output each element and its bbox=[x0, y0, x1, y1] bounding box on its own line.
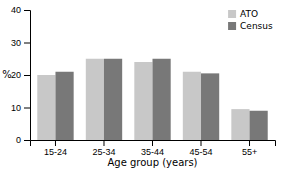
x-axis-line bbox=[31, 141, 276, 147]
bars bbox=[37, 59, 267, 140]
legend-item: Census bbox=[228, 21, 273, 31]
bar bbox=[86, 59, 104, 140]
x-tick-mark bbox=[55, 140, 56, 146]
y-tick: 10 bbox=[11, 103, 30, 113]
x-tick-mark bbox=[103, 140, 104, 146]
y-tick-label: 0 bbox=[16, 135, 21, 145]
bar bbox=[153, 59, 171, 140]
x-axis: 15-24 25-34 35-44 45-54 55+ bbox=[31, 140, 276, 157]
x-tick: 25-34 bbox=[92, 140, 115, 157]
x-tick-mark bbox=[152, 140, 153, 146]
bar bbox=[55, 72, 73, 140]
y-tick-mark bbox=[24, 75, 30, 76]
x-axis-title: Age group (years) bbox=[107, 157, 197, 168]
chart: 0 10 20 30 40 15-24 25-34 35-44 45-54 55+ ATO Censu… bbox=[0, 0, 283, 170]
legend-label: ATO bbox=[240, 9, 258, 19]
x-tick-label: 15-24 bbox=[44, 147, 67, 157]
legend-swatch bbox=[228, 10, 236, 18]
y-tick-mark bbox=[24, 43, 30, 44]
y-tick-label: 40 bbox=[11, 5, 21, 15]
y-tick: 40 bbox=[11, 5, 30, 15]
x-tick-label: 25-34 bbox=[92, 147, 115, 157]
y-tick-mark bbox=[24, 140, 30, 141]
bar bbox=[250, 111, 268, 140]
bar bbox=[201, 73, 219, 140]
x-tick: 55+ bbox=[242, 140, 257, 157]
bar-series bbox=[37, 59, 249, 140]
y-axis-title: % bbox=[2, 69, 12, 80]
bar bbox=[134, 62, 152, 140]
x-tick-label: 55+ bbox=[242, 147, 257, 157]
y-axis: 0 10 20 30 40 bbox=[11, 5, 31, 145]
x-tick: 15-24 bbox=[44, 140, 67, 157]
bar bbox=[231, 109, 249, 140]
legend: ATO Census bbox=[228, 9, 273, 31]
legend-swatch bbox=[228, 22, 236, 30]
y-tick: 0 bbox=[16, 135, 30, 145]
bar bbox=[183, 72, 201, 140]
y-tick-label: 30 bbox=[11, 38, 21, 48]
legend-item: ATO bbox=[228, 9, 258, 19]
bar bbox=[104, 59, 122, 140]
y-tick-label: 20 bbox=[11, 70, 21, 80]
y-tick-label: 10 bbox=[11, 103, 21, 113]
plot: 0 10 20 30 40 15-24 25-34 35-44 45-54 55+ ATO Censu… bbox=[11, 5, 276, 157]
y-axis-line bbox=[24, 11, 31, 141]
bar bbox=[37, 75, 55, 140]
y-tick: 30 bbox=[11, 38, 30, 48]
legend-label: Census bbox=[240, 21, 273, 31]
x-tick-label: 35-44 bbox=[141, 147, 164, 157]
x-tick: 35-44 bbox=[141, 140, 164, 157]
x-tick-mark bbox=[249, 140, 250, 146]
x-tick-mark bbox=[201, 140, 202, 146]
y-tick-mark bbox=[24, 108, 30, 109]
y-tick-mark bbox=[24, 10, 30, 11]
x-tick-label: 45-54 bbox=[189, 147, 212, 157]
bar-series bbox=[55, 59, 267, 140]
x-tick: 45-54 bbox=[189, 140, 212, 157]
y-tick: 20 bbox=[11, 70, 30, 80]
